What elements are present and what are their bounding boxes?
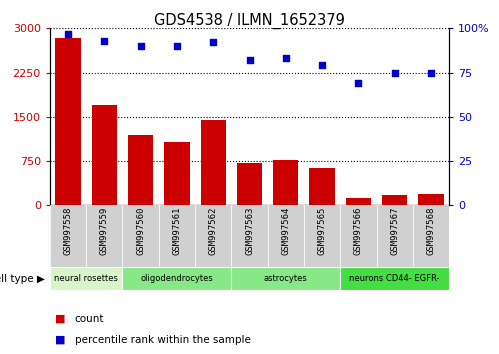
Bar bbox=[122, 267, 232, 290]
Text: ■: ■ bbox=[55, 314, 65, 324]
Bar bbox=[232, 205, 267, 267]
Text: GSM997558: GSM997558 bbox=[63, 207, 72, 255]
Point bbox=[173, 43, 181, 49]
Text: GSM997565: GSM997565 bbox=[317, 207, 326, 255]
Bar bbox=[195, 205, 232, 267]
Bar bbox=[267, 205, 304, 267]
Text: count: count bbox=[75, 314, 104, 324]
Bar bbox=[413, 205, 449, 267]
Text: GSM997564: GSM997564 bbox=[281, 207, 290, 255]
Text: astrocytes: astrocytes bbox=[264, 274, 308, 283]
Bar bbox=[346, 198, 371, 205]
Point bbox=[246, 57, 253, 63]
Bar bbox=[201, 120, 226, 205]
Point bbox=[427, 70, 435, 75]
Point bbox=[282, 56, 290, 61]
Text: oligodendrocytes: oligodendrocytes bbox=[141, 274, 213, 283]
Bar bbox=[122, 205, 159, 267]
Point bbox=[100, 38, 108, 44]
Text: GSM997568: GSM997568 bbox=[427, 207, 436, 255]
Bar bbox=[232, 267, 340, 290]
Bar bbox=[340, 205, 377, 267]
Text: neurons CD44- EGFR-: neurons CD44- EGFR- bbox=[349, 274, 440, 283]
Text: cell type ▶: cell type ▶ bbox=[0, 274, 45, 284]
Bar bbox=[418, 194, 444, 205]
Point bbox=[209, 40, 217, 45]
Bar bbox=[382, 195, 407, 205]
Bar bbox=[50, 267, 122, 290]
Text: GSM997559: GSM997559 bbox=[100, 207, 109, 255]
Point bbox=[354, 80, 362, 86]
Text: GSM997563: GSM997563 bbox=[245, 207, 254, 255]
Text: percentile rank within the sample: percentile rank within the sample bbox=[75, 335, 250, 345]
Bar bbox=[340, 267, 449, 290]
Text: GSM997561: GSM997561 bbox=[173, 207, 182, 255]
Text: GSM997566: GSM997566 bbox=[354, 207, 363, 255]
Bar bbox=[164, 142, 190, 205]
Bar bbox=[55, 38, 81, 205]
Bar bbox=[304, 205, 340, 267]
Text: GDS4538 / ILMN_1652379: GDS4538 / ILMN_1652379 bbox=[154, 12, 345, 29]
Point bbox=[391, 70, 399, 75]
Bar bbox=[309, 167, 335, 205]
Bar bbox=[50, 205, 86, 267]
Bar bbox=[159, 205, 195, 267]
Text: neural rosettes: neural rosettes bbox=[54, 274, 118, 283]
Point bbox=[318, 63, 326, 68]
Bar bbox=[86, 205, 122, 267]
Point bbox=[64, 31, 72, 36]
Bar bbox=[128, 135, 153, 205]
Bar bbox=[92, 105, 117, 205]
Text: GSM997560: GSM997560 bbox=[136, 207, 145, 255]
Text: GSM997562: GSM997562 bbox=[209, 207, 218, 255]
Bar bbox=[237, 163, 262, 205]
Bar bbox=[377, 205, 413, 267]
Text: ■: ■ bbox=[55, 335, 65, 345]
Text: GSM997567: GSM997567 bbox=[390, 207, 399, 255]
Point bbox=[137, 43, 145, 49]
Bar bbox=[273, 160, 298, 205]
